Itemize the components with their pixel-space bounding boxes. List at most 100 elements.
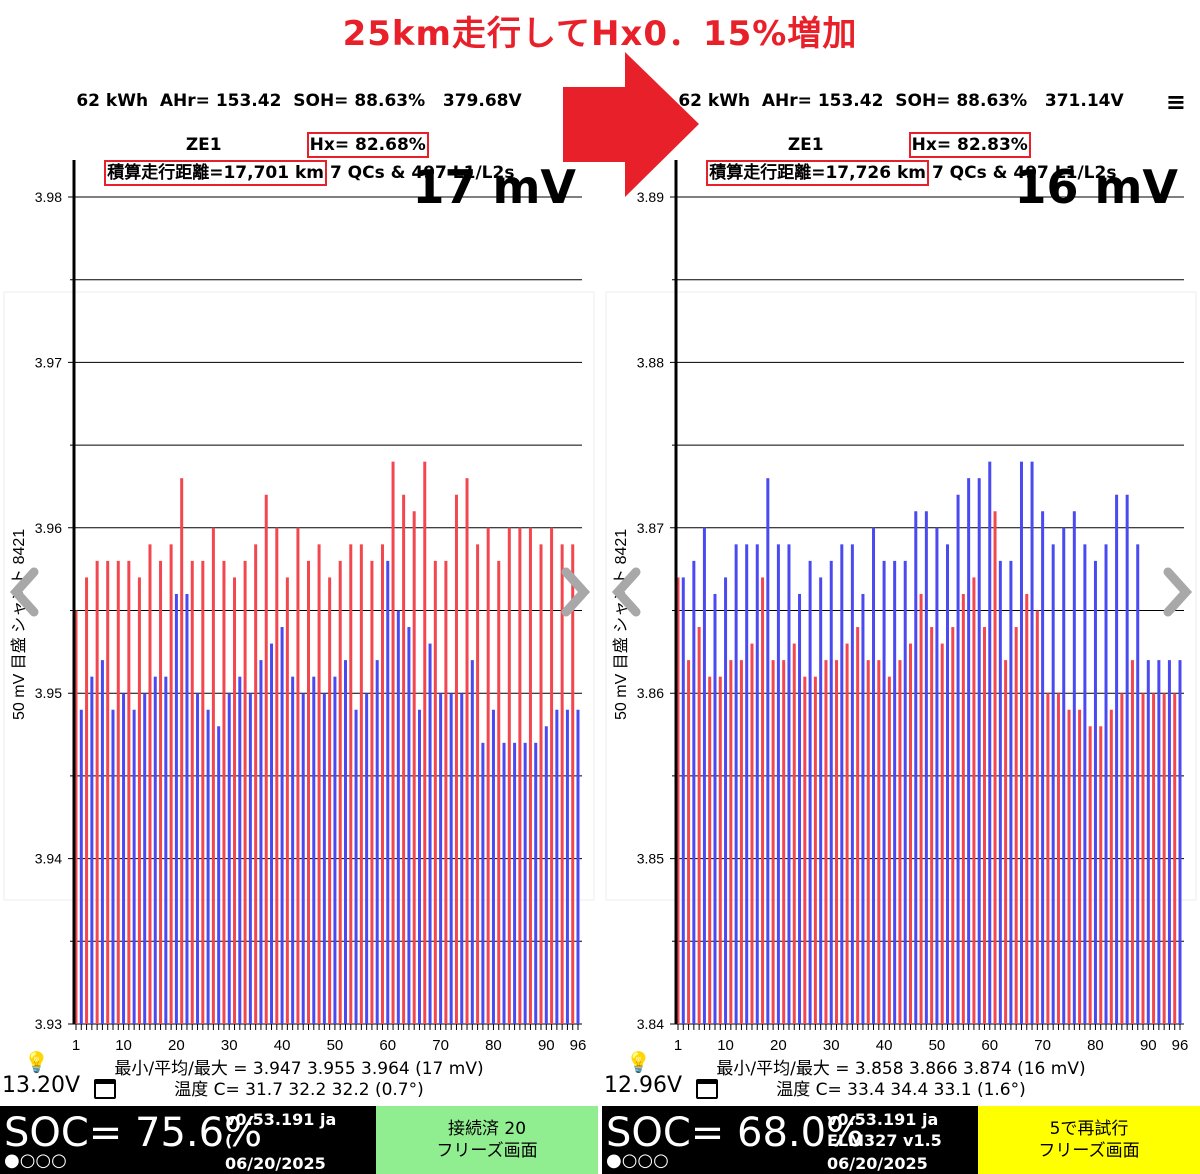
connection-status-button[interactable]: 接続済 20 フリーズ画面 (376, 1106, 598, 1174)
lightbulb-icon[interactable]: 💡 (24, 1050, 49, 1074)
y-tick-label: 3.84 (637, 1016, 664, 1032)
y-tick-label: 3.87 (637, 520, 664, 536)
x-tick-label: 90 (538, 1037, 555, 1054)
cell-voltage-bar (1099, 726, 1103, 1024)
cell-voltage-bar (935, 527, 939, 1024)
freeze-screen-label: フリーズ画面 (436, 1141, 538, 1161)
cell-voltage-bar (523, 742, 527, 1024)
chevron-right-icon[interactable] (1163, 567, 1193, 617)
lightbulb-icon[interactable]: 💡 (626, 1050, 651, 1074)
x-tick-label: 60 (379, 1037, 396, 1054)
x-tick-label: 80 (485, 1037, 502, 1054)
cell-voltage-bar (354, 709, 358, 1024)
y-tick-label: 3.97 (35, 354, 62, 370)
cell-voltage-bar (845, 643, 849, 1024)
cell-voltage-bar (402, 494, 406, 1025)
cell-voltage-bar (153, 676, 157, 1024)
bottom-bar: SOC= 68.0% ●○○○ v0.53.191 ja ELM327 v1.5… (602, 1106, 1200, 1174)
cell-voltage-bar (497, 560, 501, 1024)
cell-voltage-bar (692, 560, 696, 1024)
cell-voltage-bar (470, 660, 474, 1024)
cell-voltage-bar (196, 693, 200, 1024)
cell-voltage-bar (317, 544, 321, 1024)
cell-voltage-bar (1178, 660, 1182, 1024)
cell-voltage-bar (893, 560, 897, 1024)
cell-voltage-bar (1130, 660, 1134, 1024)
cell-voltage-bar (998, 560, 1002, 1024)
cell-voltage-bar (972, 577, 976, 1024)
odometer-value: 積算走行距離=17,701 km (104, 160, 328, 186)
cell-voltage-bar (407, 627, 411, 1024)
cell-voltage-bar (449, 693, 453, 1024)
x-tick-label: 70 (432, 1037, 449, 1054)
cell-voltage-bar (254, 544, 258, 1024)
cell-voltage-bar (803, 676, 807, 1024)
cell-voltage-bar (375, 660, 379, 1024)
cell-voltage-bar (296, 527, 300, 1024)
cell-voltage-bar (787, 544, 791, 1024)
cell-voltage-bar (872, 527, 876, 1024)
temperature-stats: 温度 C= 31.7 32.2 32.2 (0.7°) (174, 1080, 424, 1100)
cell-voltage-bar (264, 494, 268, 1025)
retry-status-button[interactable]: 5で再試行 フリーズ画面 (978, 1106, 1200, 1174)
cell-voltage-bar (428, 643, 432, 1024)
cell-voltage-bar (359, 544, 363, 1024)
calendar-icon[interactable] (94, 1079, 116, 1099)
cell-voltage-bar (982, 627, 986, 1024)
cell-voltage-bar (887, 676, 891, 1024)
menu-icon[interactable]: ≡ (1165, 88, 1186, 116)
cell-voltage-bar (1041, 511, 1045, 1024)
x-tick-label: 50 (327, 1037, 344, 1054)
cell-voltage-bar (333, 676, 337, 1024)
cell-voltage-bar (380, 544, 384, 1024)
left-battery-panel: 62 kWh AHr= 153.42 SOH= 88.63% 379.68V Z… (0, 0, 598, 1174)
calendar-icon[interactable] (696, 1079, 718, 1099)
cell-voltage-bar (391, 461, 395, 1024)
cell-voltage-bar (866, 660, 870, 1024)
cell-voltage-bar (1046, 693, 1050, 1024)
cell-voltage-bar (423, 461, 427, 1024)
cell-voltage-bar (1014, 627, 1018, 1024)
cell-voltage-bar (676, 577, 680, 1024)
cell-voltage-bar (909, 643, 913, 1024)
cell-voltage-bar (903, 560, 907, 1024)
y-tick-label: 3.88 (637, 354, 664, 370)
y-tick-label: 3.95 (35, 685, 62, 701)
cell-voltage-bar (565, 709, 569, 1024)
cell-voltage-bar (967, 478, 971, 1024)
cell-voltage-bar (708, 676, 712, 1024)
cell-voltage-bar (1088, 726, 1092, 1024)
cell-voltage-bar (460, 693, 464, 1024)
cell-voltage-bar (724, 577, 728, 1024)
chevron-left-icon[interactable] (9, 567, 39, 617)
cell-voltage-bar (1173, 693, 1177, 1024)
cell-voltage-bar (190, 560, 194, 1024)
cell-voltage-bar (687, 660, 691, 1024)
cell-voltage-bar (143, 693, 147, 1024)
x-tick-label: 1 (72, 1037, 80, 1054)
cell-voltage-bar (312, 676, 316, 1024)
x-tick-label: 96 (570, 1037, 587, 1054)
cell-voltage-bar (835, 660, 839, 1024)
cell-voltage-bar (322, 693, 326, 1024)
cell-voltage-bar (776, 544, 780, 1024)
cell-voltage-bar (259, 660, 263, 1024)
cell-voltage-chart: 3.89 3.88 3.87 3.86 3.85 3.84 1 10 20 30 40 50 60 70 8… (605, 160, 1197, 1054)
cell-voltage-bar (285, 577, 289, 1024)
cell-voltage-bar (914, 511, 918, 1024)
status-line: 接続済 20 (447, 1119, 527, 1139)
cell-voltage-bar (201, 560, 205, 1024)
cell-voltage-bar (560, 544, 564, 1024)
cell-voltage-bar (813, 676, 817, 1024)
chevron-left-icon[interactable] (611, 567, 641, 617)
cell-voltage-bar (571, 544, 575, 1024)
cell-voltage-bar (370, 560, 374, 1024)
hx-value: Hx= 82.83% (908, 132, 1031, 158)
cell-voltage-bar (127, 560, 131, 1024)
x-tick-label: 80 (1087, 1037, 1104, 1054)
cell-voltage-bar (349, 544, 353, 1024)
cell-voltage-bar (1141, 693, 1145, 1024)
chevron-right-icon[interactable] (561, 567, 591, 617)
cell-voltage-bar (507, 527, 511, 1024)
cell-voltage-bar (174, 593, 178, 1024)
